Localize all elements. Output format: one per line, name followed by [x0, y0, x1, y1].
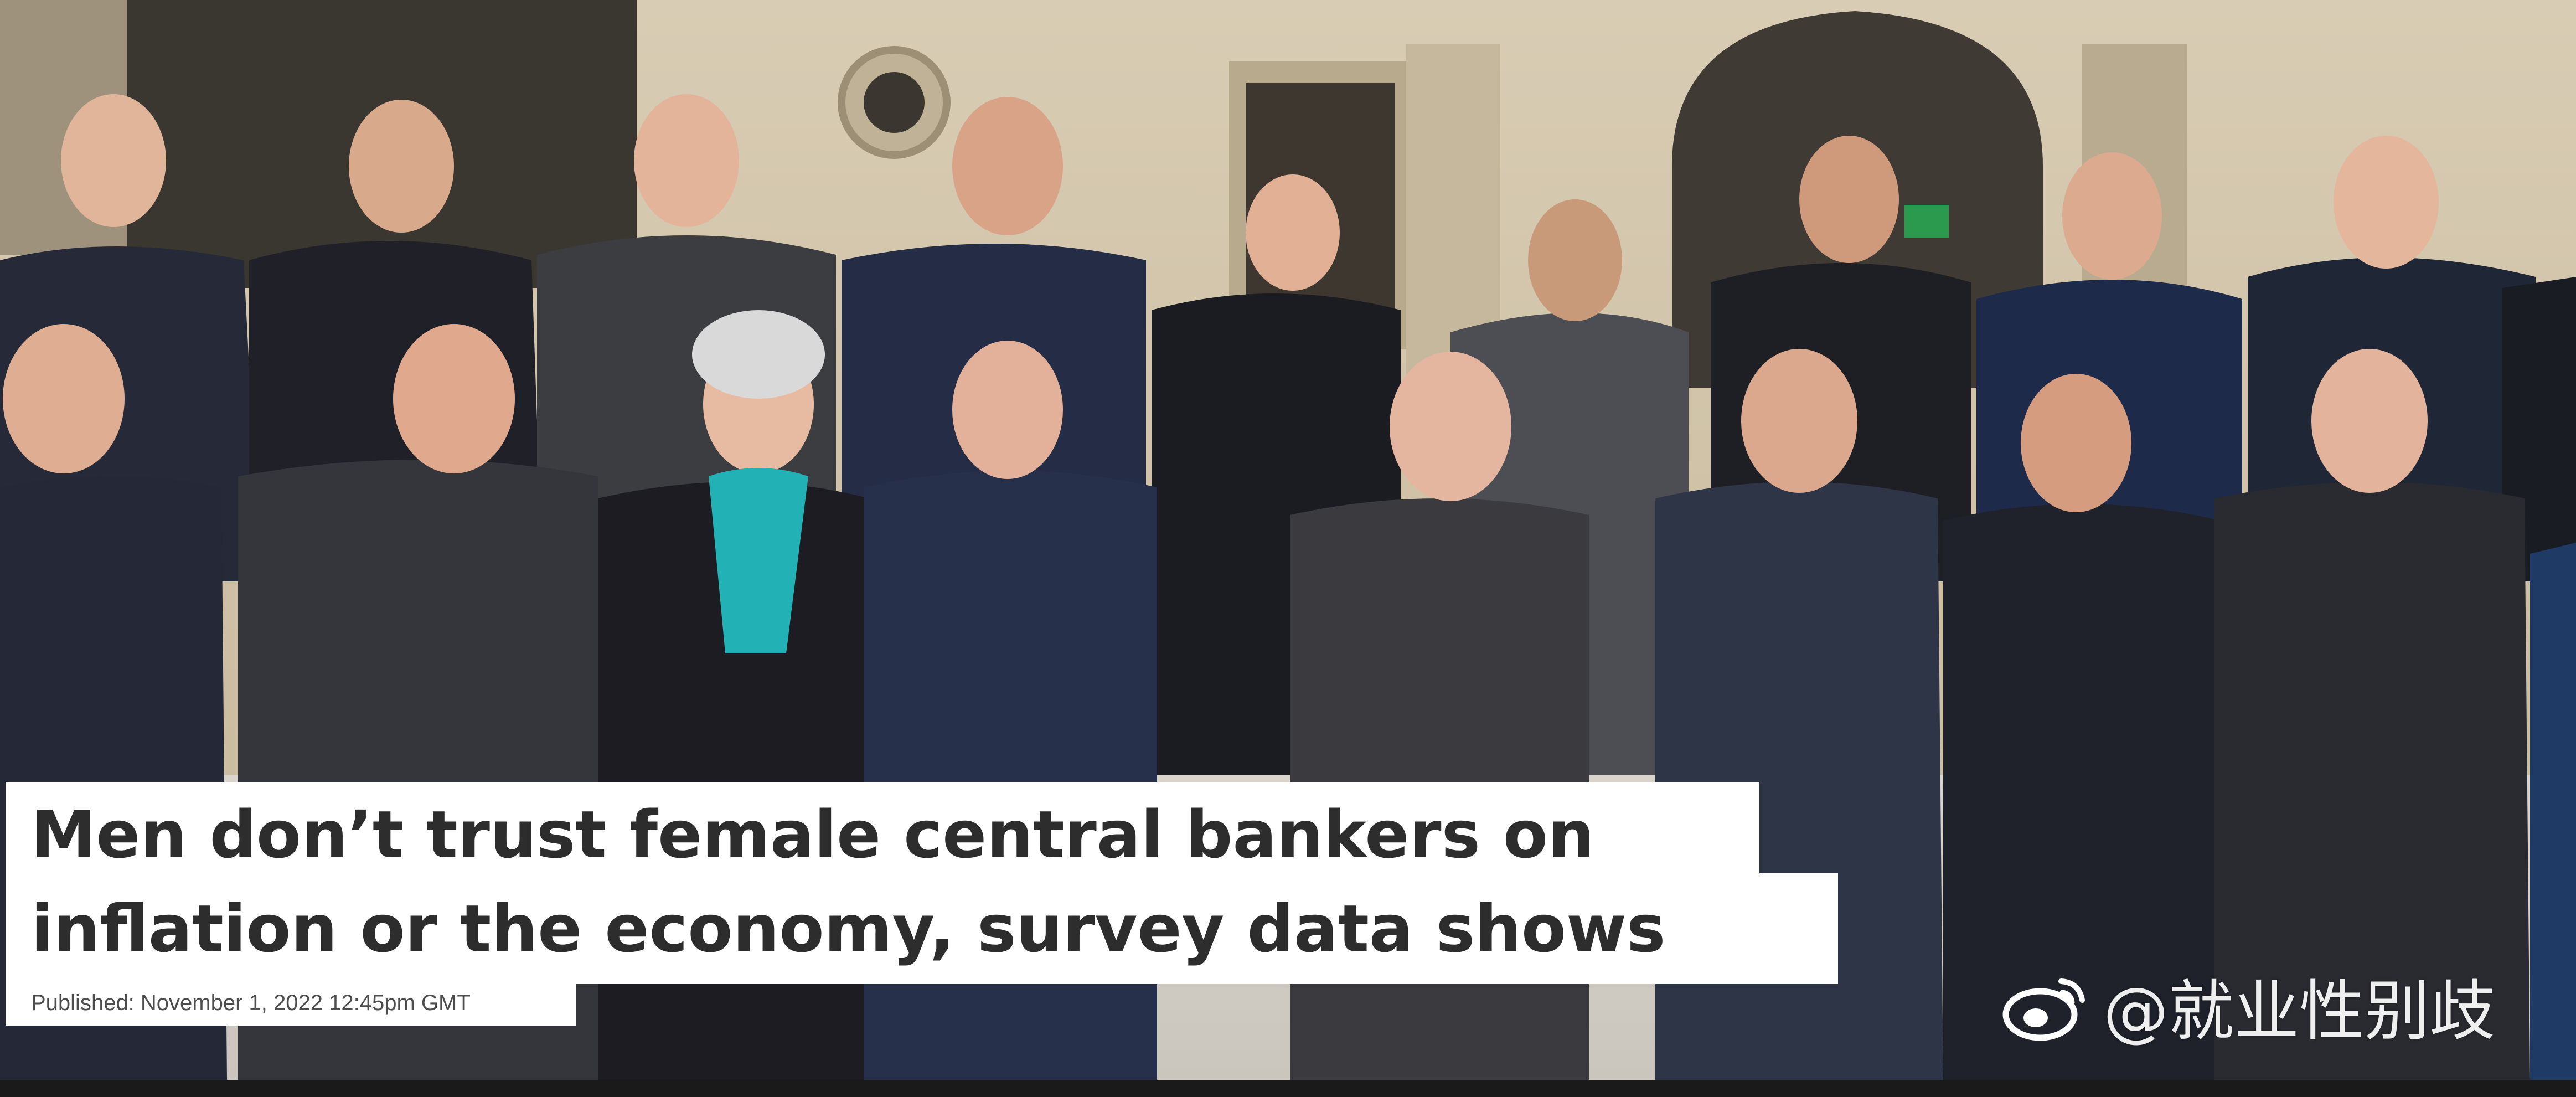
white-hair	[692, 310, 825, 399]
teal-scarf	[709, 468, 808, 653]
round-window-glass	[864, 72, 925, 133]
bottom-bar	[0, 1080, 2576, 1097]
published-date: Published: November 1, 2022 12:45pm GMT	[6, 980, 576, 1026]
exit-sign-icon	[1904, 205, 1949, 238]
weibo-watermark: @就业性别歧	[2001, 958, 2495, 1052]
headline-line-1: Men don’t trust female central bankers o…	[6, 782, 1759, 887]
watermark-text: @就业性别歧	[2103, 972, 2496, 1049]
headline-line-2: inflation or the economy, survey data sh…	[6, 873, 1838, 984]
weibo-logo-icon	[2002, 978, 2085, 1041]
